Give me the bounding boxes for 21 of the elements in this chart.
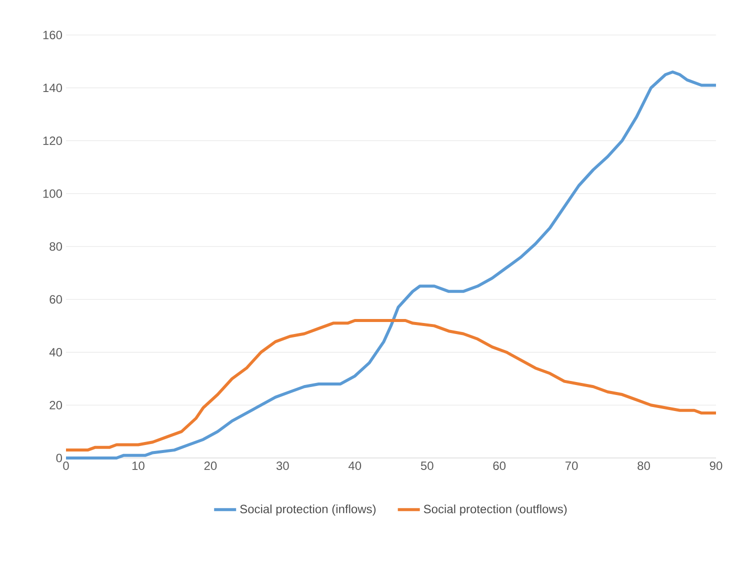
y-tick-label: 40 <box>49 348 62 356</box>
x-tick-label: 50 <box>420 462 434 470</box>
y-tick-label: 120 <box>43 136 62 145</box>
y-tick-label: 0 <box>56 454 62 462</box>
legend-label: Social protection (inflows) <box>240 504 376 516</box>
x-tick-label: 60 <box>493 462 506 470</box>
y-tick-label: 20 <box>50 400 62 410</box>
x-tick-label: 20 <box>204 462 217 470</box>
y-tick-label: 80 <box>50 242 62 251</box>
y-tick-label: 140 <box>43 84 62 92</box>
x-tick-label: 90 <box>710 462 722 470</box>
x-tick-label: 10 <box>132 462 144 470</box>
x-tick-label: 30 <box>276 462 289 470</box>
y-tick-label: 100 <box>43 189 62 198</box>
x-tick-label: 80 <box>638 462 650 470</box>
y-tick-label: 60 <box>50 295 62 304</box>
x-tick-label: 0 <box>63 462 69 470</box>
legend-label: Social protection (outflows) <box>424 504 567 516</box>
x-tick-label: 40 <box>348 462 362 470</box>
y-tick-label: 160 <box>43 30 62 40</box>
x-tick-label: 70 <box>565 462 578 470</box>
